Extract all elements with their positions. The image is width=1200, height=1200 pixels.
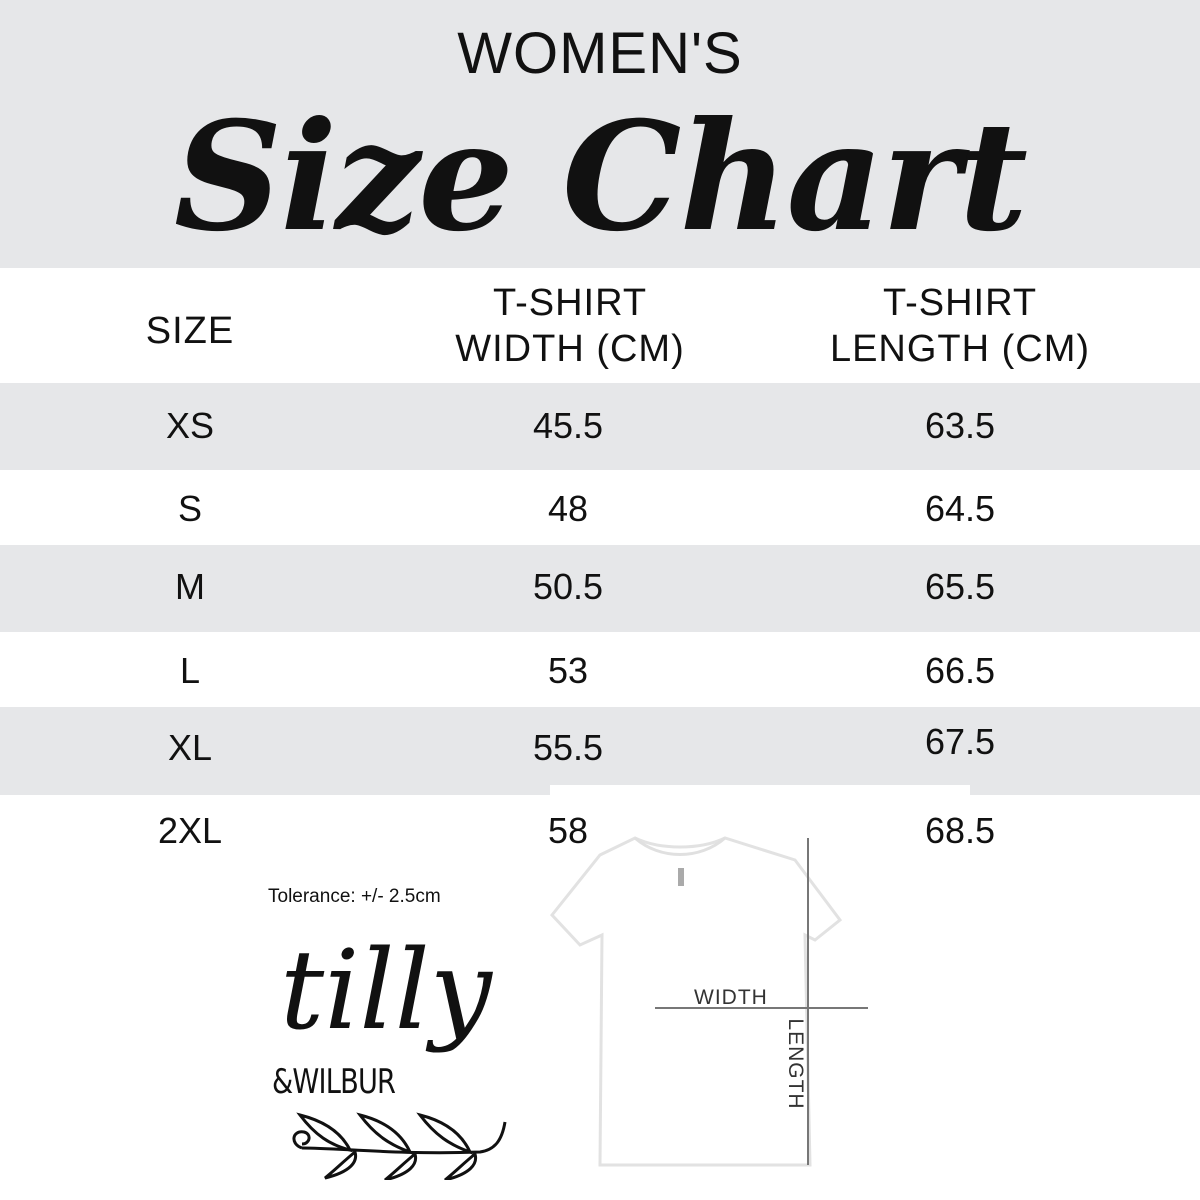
column-header-size: SIZE [145,310,235,352]
logo-text: tilly [280,926,492,1054]
size-cell: M [175,566,205,607]
header-line: T-SHIRT [492,282,648,324]
size-cell: XL [167,727,213,768]
width-cell: 45.5 [532,405,604,446]
tolerance-note: Tolerance: +/- 2.5cm [268,886,441,907]
header-band [0,0,1200,268]
size-cell: S [177,488,202,529]
column-header-width: T-SHIRT WIDTH (CM) [400,280,740,372]
width-label: WIDTH [694,986,768,1009]
width-cell: 53 [547,650,589,691]
page-title: Size Chart [173,89,1028,265]
length-cell: 64.5 [924,488,996,529]
length-cell: 63.5 [924,405,996,446]
vine-icon [292,1112,507,1180]
row-band-xl [0,707,1200,795]
logo-subtext: &WILBUR [272,1062,396,1102]
width-cell: 48 [547,488,589,529]
row-band-xs [0,383,1200,470]
length-cell: 68.5 [924,810,996,851]
column-header-length: T-SHIRT LENGTH (CM) [780,280,1140,372]
size-cell: 2XL [157,810,223,851]
length-label: LENGTH [784,1018,807,1110]
tshirt-diagram [550,836,868,1167]
width-cell: 58 [547,810,589,851]
length-cell: 65.5 [924,566,996,607]
row-band-m [0,545,1200,632]
width-cell: 55.5 [532,727,604,768]
size-cell: L [179,650,201,691]
width-cell: 50.5 [532,566,604,607]
length-cell: 67.5 [924,721,996,762]
size-cell: XS [165,405,215,446]
header-line: LENGTH (CM) [829,328,1091,370]
image-backdrop [550,785,970,795]
header-line: T-SHIRT [882,282,1038,324]
header-line: WIDTH (CM) [455,328,685,370]
length-cell: 66.5 [924,650,996,691]
subtitle: WOMEN'S [457,21,743,86]
